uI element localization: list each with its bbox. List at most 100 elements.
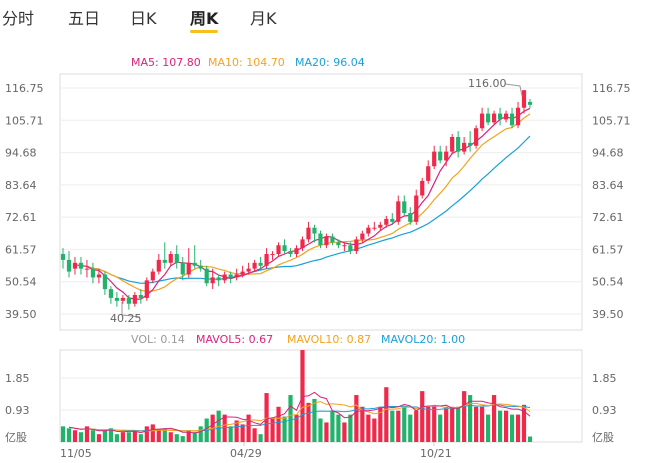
candle-body	[426, 166, 431, 181]
volume-bar	[192, 432, 197, 442]
candle-body	[480, 113, 485, 129]
tab-five-day[interactable]: 五日	[68, 5, 100, 29]
volume-axis-right-label: 0.93	[592, 404, 617, 417]
volume-bar	[497, 410, 503, 442]
tab-monthly-k[interactable]: 月K	[250, 5, 277, 29]
candle-body	[276, 245, 281, 255]
candle-body	[432, 151, 437, 167]
candle-body	[348, 245, 353, 252]
candle-body	[384, 218, 389, 225]
candle-body	[144, 280, 149, 298]
volume-bar	[456, 406, 461, 442]
price-axis-right-label: 61.57	[592, 243, 624, 256]
candle-body	[150, 271, 155, 281]
volume-bar	[108, 428, 113, 442]
volume-bar	[222, 414, 227, 442]
volume-bar	[66, 428, 72, 442]
volume-bar	[480, 406, 485, 442]
volume-bar	[258, 434, 263, 442]
volume-bar	[527, 436, 533, 442]
volume-bar	[252, 428, 257, 442]
price-grid	[60, 87, 582, 315]
candle-body	[354, 239, 359, 252]
volume-bar	[138, 434, 143, 442]
tab-label: 月K	[250, 9, 277, 28]
candle-body	[168, 254, 173, 263]
volume-bar	[384, 387, 389, 442]
volume-bar	[330, 410, 335, 442]
mavol10-legend: MAVOL10: 0.87	[287, 333, 371, 346]
candle-body	[306, 227, 311, 240]
candle-body	[420, 180, 425, 196]
candle-body	[192, 262, 197, 266]
mavol20-legend: MAVOL20: 1.00	[381, 333, 465, 346]
candle-body	[90, 268, 96, 278]
candle-body	[78, 262, 84, 269]
volume-bar	[72, 430, 78, 442]
candle-body	[521, 90, 527, 108]
volume-bar	[474, 406, 479, 442]
candle-body	[186, 262, 191, 275]
volume-bar	[420, 391, 425, 442]
candle-body	[204, 268, 209, 284]
volume-bar	[408, 414, 413, 442]
mavol5-line	[68, 391, 531, 434]
volume-bar	[521, 404, 527, 442]
x-axis-label-1: 11/05	[60, 447, 92, 460]
ma5-line	[74, 107, 531, 300]
volume-bar	[509, 414, 515, 442]
high-annotation: 116.00	[468, 77, 523, 97]
price-axis-left-label: 116.75	[5, 82, 44, 95]
active-tab-indicator	[190, 30, 219, 33]
tab-minute[interactable]: 分时	[2, 5, 34, 29]
volume-unit-right: 亿股	[592, 431, 614, 444]
candle-body	[366, 227, 371, 234]
candle-body	[114, 297, 119, 301]
price-axis-right-label: 116.75	[592, 82, 631, 95]
candle-body	[174, 254, 179, 263]
candle-body	[108, 289, 113, 298]
volume-bar	[324, 422, 329, 442]
ma20-legend: MA20: 96.04	[295, 56, 365, 69]
volume-axis-left-label: 1.85	[5, 372, 30, 385]
volume-bar	[354, 395, 359, 442]
candle-body	[288, 251, 293, 255]
volume-ma-lines	[68, 391, 531, 434]
candle-body	[102, 274, 108, 290]
volume-bar	[60, 426, 66, 442]
ma10-line	[80, 113, 531, 293]
candle-body	[72, 262, 78, 269]
candle-body	[282, 245, 287, 252]
volume-bar	[288, 395, 293, 442]
volume-bar	[348, 414, 353, 442]
tab-weekly-k[interactable]: 周K	[190, 5, 219, 33]
mavol5-legend: MAVOL5: 0.67	[196, 333, 273, 346]
volume-bar	[390, 410, 395, 442]
ma20-line	[86, 135, 531, 284]
tab-label: 五日	[68, 9, 101, 28]
candle-body	[450, 137, 455, 152]
candle-body	[408, 213, 413, 222]
volume-bar	[372, 418, 377, 442]
price-panel-border	[59, 73, 583, 331]
volume-bar	[198, 426, 203, 442]
price-axis-right-label: 39.50	[592, 308, 624, 321]
candle-body	[378, 224, 383, 228]
tab-daily-k[interactable]: 日K	[130, 5, 157, 29]
x-axis-label-3: 10/21	[420, 447, 452, 460]
volume-bar	[120, 432, 125, 442]
mavol20-line	[68, 404, 531, 432]
candle-body	[246, 268, 251, 272]
volume-bar	[485, 414, 491, 442]
volume-bar	[228, 426, 233, 442]
volume-bar	[180, 436, 185, 442]
volume-bar	[270, 418, 275, 442]
candle-body	[318, 233, 323, 246]
candle-body	[372, 227, 377, 229]
moving-average-lines	[74, 107, 531, 300]
candle-body	[228, 274, 233, 278]
candle-body	[456, 137, 461, 152]
volume-bars	[60, 350, 533, 442]
price-axis-left-label: 105.71	[5, 114, 44, 127]
